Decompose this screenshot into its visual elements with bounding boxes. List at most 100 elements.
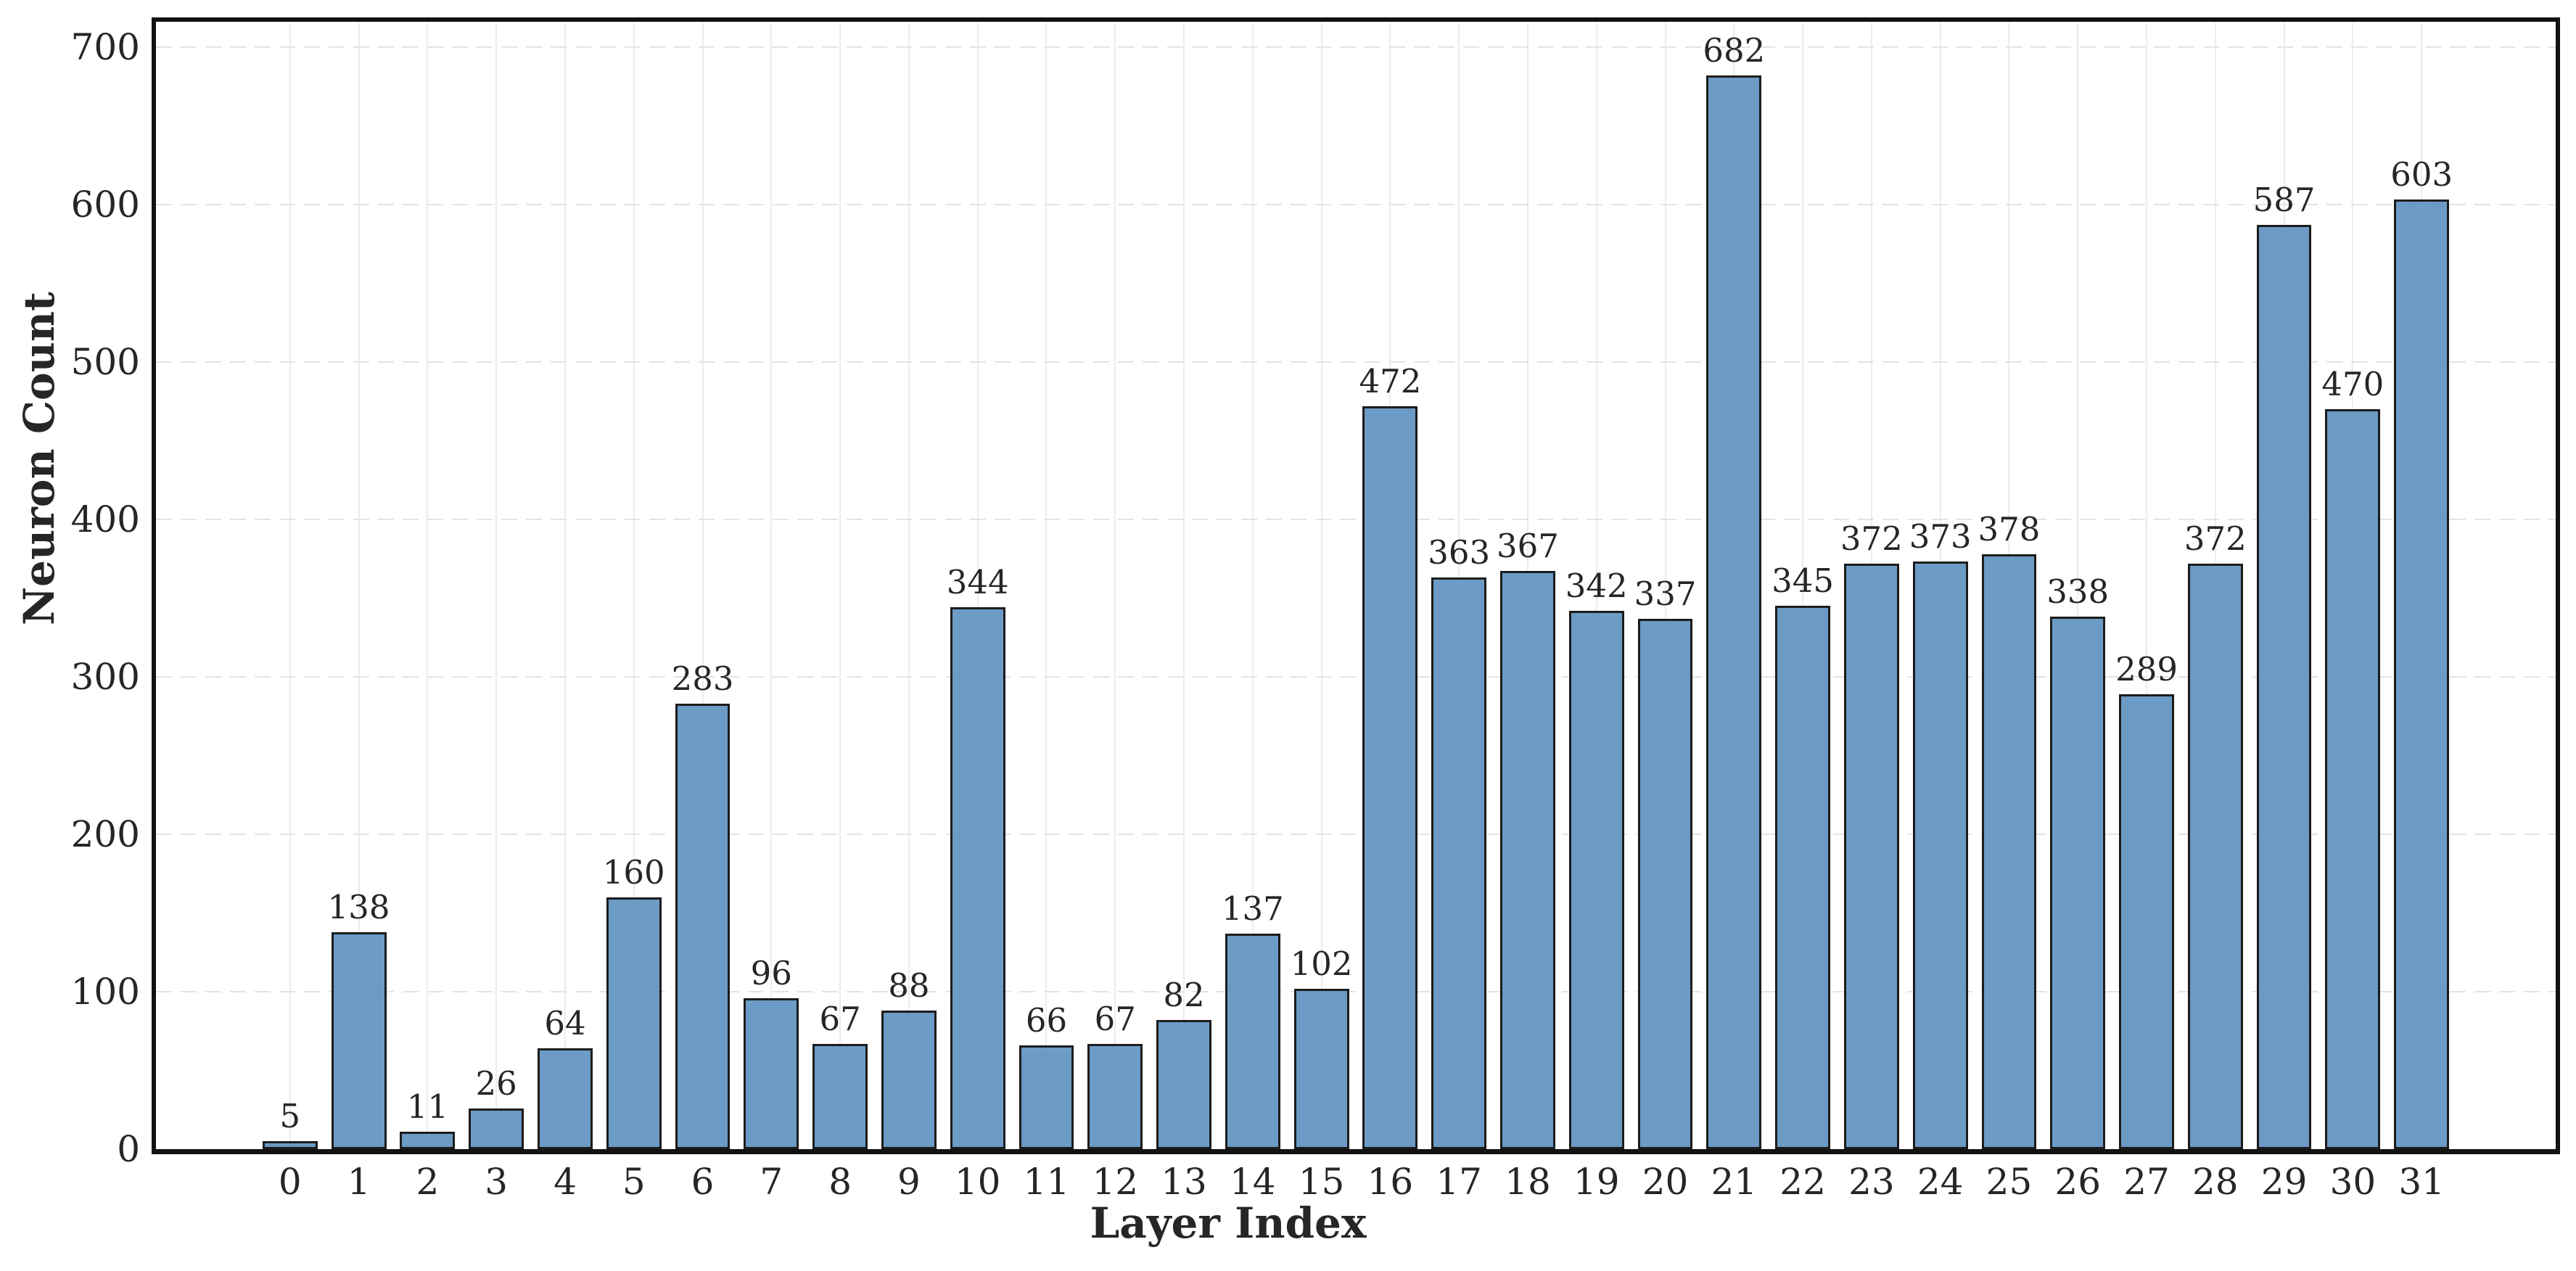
x-tick-label: 6 bbox=[691, 1161, 715, 1203]
bar-value-label: 587 bbox=[2252, 180, 2316, 219]
v-gridline bbox=[564, 22, 566, 1149]
x-tick-label: 10 bbox=[954, 1161, 1001, 1203]
bar-value-label: 5 bbox=[279, 1097, 301, 1136]
x-tick-label: 8 bbox=[828, 1161, 852, 1203]
y-tick-label: 300 bbox=[70, 655, 140, 698]
x-tick-label: 1 bbox=[347, 1161, 371, 1203]
x-tick-label: 16 bbox=[1367, 1161, 1414, 1203]
x-tick-label: 28 bbox=[2192, 1161, 2239, 1203]
bar-layer-13 bbox=[1156, 1020, 1211, 1149]
bar-value-label: 88 bbox=[888, 966, 930, 1005]
v-gridline bbox=[633, 22, 635, 1149]
bar-layer-16 bbox=[1362, 406, 1418, 1149]
bar-layer-10 bbox=[950, 607, 1005, 1149]
x-tick-label: 3 bbox=[485, 1161, 509, 1203]
x-tick-label: 20 bbox=[1642, 1161, 1689, 1203]
bar-layer-25 bbox=[1981, 554, 2037, 1149]
bar-layer-8 bbox=[812, 1043, 868, 1149]
x-tick-label: 14 bbox=[1230, 1161, 1276, 1203]
bar-value-label: 372 bbox=[1840, 519, 1903, 558]
bar-layer-2 bbox=[400, 1132, 456, 1149]
x-tick-label: 4 bbox=[554, 1161, 577, 1203]
y-tick-label: 600 bbox=[70, 183, 140, 226]
x-tick-label: 31 bbox=[2398, 1161, 2445, 1203]
v-gridline bbox=[1664, 22, 1666, 1149]
bar-layer-9 bbox=[881, 1011, 937, 1149]
v-gridline bbox=[1320, 22, 1322, 1149]
bar-value-label: 682 bbox=[1703, 30, 1766, 70]
y-axis-title: Neuron Count bbox=[15, 292, 65, 625]
bar-value-label: 337 bbox=[1634, 574, 1697, 613]
bar-layer-20 bbox=[1637, 618, 1693, 1149]
bar-layer-21 bbox=[1706, 75, 1762, 1149]
bar-value-label: 96 bbox=[750, 953, 792, 992]
bar-layer-4 bbox=[538, 1048, 593, 1149]
plot-inner: 5 138 11 26 64 160 283 96 67 88 344 66 67 82 137 102 472… bbox=[156, 22, 2556, 1149]
bar-layer-7 bbox=[744, 998, 799, 1149]
bar-layer-27 bbox=[2119, 694, 2174, 1149]
bar-layer-15 bbox=[1293, 988, 1349, 1149]
bar-value-label: 367 bbox=[1497, 527, 1559, 566]
x-tick-label: 19 bbox=[1573, 1161, 1620, 1203]
y-tick-label: 100 bbox=[70, 970, 140, 1013]
x-tick-label: 13 bbox=[1161, 1161, 1207, 1203]
bar-value-label: 344 bbox=[946, 563, 1009, 602]
bar-value-label: 26 bbox=[475, 1064, 517, 1103]
y-tick-label: 400 bbox=[70, 498, 140, 540]
v-gridline bbox=[908, 22, 910, 1149]
plot-area: 5 138 11 26 64 160 283 96 67 88 344 66 67 82 137 102 472… bbox=[152, 17, 2560, 1154]
v-gridline bbox=[2077, 22, 2079, 1149]
bar-layer-5 bbox=[606, 897, 662, 1149]
v-gridline bbox=[427, 22, 429, 1149]
x-tick-label: 22 bbox=[1779, 1161, 1826, 1203]
h-gridline bbox=[156, 990, 2556, 992]
bar-layer-3 bbox=[469, 1108, 524, 1149]
h-gridline bbox=[156, 361, 2556, 363]
bar-value-label: 363 bbox=[1428, 533, 1491, 572]
bar-value-label: 338 bbox=[2046, 572, 2110, 612]
bar-layer-31 bbox=[2394, 200, 2450, 1149]
bar-layer-1 bbox=[331, 931, 387, 1149]
y-tick-label: 0 bbox=[117, 1128, 140, 1170]
v-gridline bbox=[1114, 22, 1116, 1149]
bar-value-label: 289 bbox=[2115, 649, 2178, 688]
h-gridline bbox=[156, 833, 2556, 835]
y-tick-label: 500 bbox=[70, 340, 140, 383]
v-gridline bbox=[289, 22, 291, 1149]
x-tick-label: 29 bbox=[2260, 1161, 2308, 1203]
y-tick-label: 200 bbox=[70, 813, 140, 855]
bar-value-label: 603 bbox=[2390, 155, 2453, 194]
bar-value-label: 373 bbox=[1909, 517, 1972, 556]
bar-value-label: 67 bbox=[1094, 999, 1136, 1038]
bar-value-label: 345 bbox=[1771, 562, 1835, 601]
bar-value-label: 137 bbox=[1221, 889, 1284, 928]
bar-layer-11 bbox=[1019, 1045, 1074, 1149]
bar-value-label: 66 bbox=[1025, 1000, 1068, 1040]
bar-value-label: 470 bbox=[2321, 364, 2384, 403]
x-tick-label: 0 bbox=[278, 1161, 302, 1203]
v-gridline bbox=[1183, 22, 1185, 1149]
x-tick-label: 30 bbox=[2329, 1161, 2377, 1203]
v-gridline bbox=[976, 22, 979, 1149]
x-tick-label: 11 bbox=[1023, 1161, 1070, 1203]
bar-layer-17 bbox=[1431, 577, 1487, 1149]
x-tick-label: 24 bbox=[1917, 1161, 1964, 1203]
y-tick-label: 700 bbox=[70, 25, 140, 68]
v-gridline bbox=[701, 22, 704, 1149]
h-gridline bbox=[156, 46, 2556, 48]
bar-value-label: 67 bbox=[819, 999, 861, 1038]
x-tick-label: 26 bbox=[2054, 1161, 2102, 1203]
bar-layer-22 bbox=[1775, 606, 1830, 1149]
v-gridline bbox=[839, 22, 841, 1149]
bar-value-label: 342 bbox=[1565, 566, 1628, 605]
bar-value-label: 472 bbox=[1359, 361, 1422, 400]
x-tick-label: 25 bbox=[1986, 1161, 2033, 1203]
bar-value-label: 138 bbox=[327, 887, 390, 926]
bar-layer-24 bbox=[1912, 562, 1968, 1149]
bar-layer-19 bbox=[1568, 610, 1624, 1149]
h-gridline bbox=[156, 675, 2556, 678]
x-tick-label: 5 bbox=[622, 1161, 646, 1203]
x-tick-label: 12 bbox=[1092, 1161, 1139, 1203]
h-gridline bbox=[156, 203, 2556, 205]
x-tick-label: 7 bbox=[760, 1161, 783, 1203]
